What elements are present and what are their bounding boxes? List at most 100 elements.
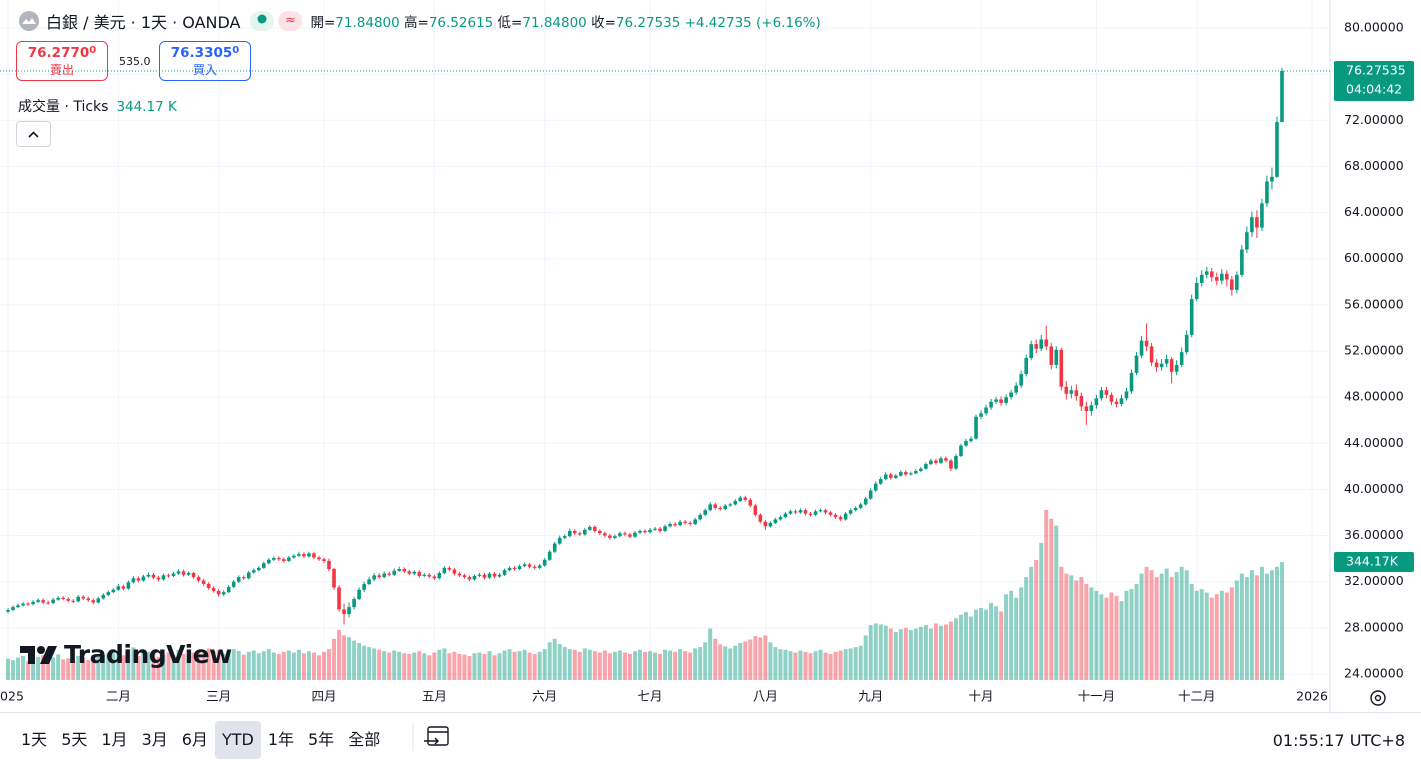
candle-body bbox=[1204, 271, 1209, 275]
candle-body bbox=[658, 528, 662, 531]
volume-bar bbox=[703, 642, 708, 680]
volume-bar bbox=[86, 659, 91, 680]
candle-body bbox=[31, 601, 35, 605]
volume-bar bbox=[437, 649, 442, 680]
range-button[interactable]: 1天 bbox=[21, 730, 48, 749]
volume-label[interactable]: 成交量 · Ticks bbox=[18, 99, 109, 115]
candle-body bbox=[858, 504, 863, 508]
y-tick-label: 36.00000 bbox=[1344, 527, 1404, 542]
candle-body bbox=[974, 416, 978, 439]
candle-body bbox=[1184, 334, 1189, 353]
candle-body bbox=[312, 553, 316, 558]
range-button[interactable]: 5天 bbox=[61, 730, 88, 749]
volume-bar bbox=[1034, 559, 1039, 680]
volume-bar bbox=[271, 652, 276, 680]
candle-body bbox=[11, 607, 15, 610]
candle-body bbox=[196, 577, 201, 581]
volume-bar bbox=[1064, 573, 1069, 680]
open-value: 71.84800 bbox=[335, 15, 400, 31]
volume-bar bbox=[808, 653, 813, 680]
candle-body bbox=[497, 574, 502, 577]
sell-button[interactable]: 76.27700 賣出 bbox=[16, 41, 108, 81]
collapse-button[interactable] bbox=[16, 121, 51, 147]
market-status[interactable] bbox=[250, 11, 275, 31]
volume-bar bbox=[166, 652, 171, 680]
candle-body bbox=[1039, 339, 1044, 349]
volume-bar bbox=[41, 655, 46, 680]
change: +4.42735 (+6.16%) bbox=[684, 15, 821, 31]
x-tick-label: 十二月 bbox=[1178, 689, 1216, 704]
volume-bar bbox=[974, 609, 979, 680]
volume-bar bbox=[994, 606, 999, 680]
volume-bar bbox=[1199, 589, 1204, 680]
candle-body bbox=[377, 575, 381, 578]
volume-bar bbox=[1059, 566, 1064, 680]
volume-bar bbox=[778, 649, 783, 680]
volume-bar bbox=[773, 647, 778, 680]
spread: 535.0 bbox=[119, 55, 151, 68]
candle-body bbox=[718, 507, 723, 510]
candle-body bbox=[853, 507, 858, 511]
candle-body bbox=[648, 529, 652, 533]
clock[interactable]: 01:55:17 UTC+8 bbox=[1272, 731, 1405, 750]
range-button[interactable]: 3月 bbox=[141, 730, 168, 749]
delay-status[interactable]: ≈ bbox=[278, 11, 303, 31]
volume-bar bbox=[211, 651, 216, 680]
candle-body bbox=[332, 569, 336, 588]
candle-body bbox=[773, 519, 778, 523]
buy-button[interactable]: 76.33050 買入 bbox=[159, 41, 251, 81]
volume-bar bbox=[1069, 575, 1074, 680]
candle-body bbox=[1230, 279, 1234, 290]
settings-button[interactable] bbox=[1370, 690, 1386, 706]
candle-body bbox=[929, 460, 933, 465]
candle-body bbox=[272, 558, 276, 560]
volume-bar bbox=[231, 649, 236, 680]
volume-bar bbox=[818, 649, 823, 680]
volume-bar bbox=[688, 652, 693, 680]
candle-body bbox=[598, 530, 602, 534]
volume-bar bbox=[1264, 573, 1269, 680]
candle-body bbox=[267, 559, 271, 564]
candle-body bbox=[868, 490, 873, 499]
volume-bar bbox=[382, 651, 387, 680]
range-button[interactable]: 6月 bbox=[181, 730, 208, 749]
candle-body bbox=[924, 464, 928, 469]
volume-bar bbox=[91, 658, 96, 680]
candle-body bbox=[71, 600, 76, 602]
volume-bar bbox=[36, 656, 41, 680]
candle-body bbox=[1214, 277, 1219, 281]
plot bbox=[0, 0, 1330, 680]
close-label: 收= bbox=[591, 15, 616, 31]
high-label: 高= bbox=[404, 15, 429, 31]
candle-body bbox=[21, 603, 25, 606]
candle-body bbox=[1169, 359, 1174, 372]
volume-bar bbox=[642, 651, 647, 680]
candle-body bbox=[1235, 274, 1239, 290]
volume-bar bbox=[151, 653, 156, 680]
range-button[interactable]: 1年 bbox=[267, 730, 294, 749]
range-button[interactable]: 5年 bbox=[308, 730, 335, 749]
candle-body bbox=[909, 473, 913, 475]
range-button[interactable]: YTD bbox=[214, 721, 261, 759]
candle-body bbox=[623, 533, 627, 535]
volume-bar bbox=[963, 612, 968, 680]
candle-body bbox=[101, 594, 106, 599]
volume-bar bbox=[1089, 587, 1094, 680]
range-button[interactable]: 全部 bbox=[348, 730, 381, 749]
volume-bar bbox=[327, 649, 332, 680]
volume-bar bbox=[357, 642, 362, 680]
volume-bar bbox=[813, 651, 818, 680]
volume-bar bbox=[31, 659, 36, 680]
volume-bar bbox=[552, 638, 557, 680]
volume-bar bbox=[1189, 583, 1194, 680]
volume-bar bbox=[1149, 570, 1154, 680]
range-button[interactable]: 1月 bbox=[101, 730, 128, 749]
settings-icon bbox=[1370, 690, 1386, 706]
volume-bar bbox=[397, 651, 402, 680]
volume-bar bbox=[863, 635, 868, 680]
volume-bar bbox=[181, 653, 186, 680]
candle-body bbox=[392, 570, 397, 575]
volume-bar bbox=[753, 636, 758, 680]
volume-bar bbox=[1274, 566, 1279, 680]
symbol[interactable]: 白銀 / 美元 · 1天 · OANDA bbox=[46, 13, 241, 32]
